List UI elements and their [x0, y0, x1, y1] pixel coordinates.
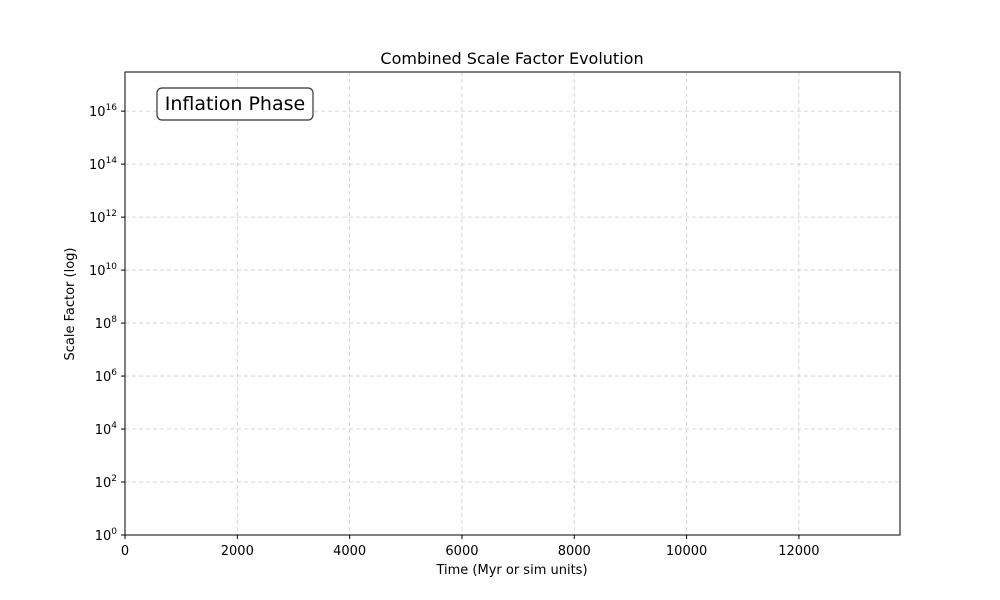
x-tick-label: 2000 [221, 544, 254, 559]
grid-lines [125, 72, 900, 535]
x-axis-label: Time (Myr or sim units) [435, 563, 587, 578]
x-tick-label: 8000 [558, 544, 591, 559]
phase-annotation: Inflation Phase [156, 87, 314, 121]
chart-title: Combined Scale Factor Evolution [380, 49, 643, 68]
x-tick-label: 12000 [778, 544, 819, 559]
x-tick-label: 6000 [445, 544, 478, 559]
x-axis: 0 2000 4000 6000 8000 10000 12000 [121, 535, 820, 559]
x-tick-label: 10000 [666, 544, 707, 559]
y-axis-label: Scale Factor (log) [63, 248, 78, 361]
phase-annotation-box [156, 87, 314, 121]
phase-annotation-text: Inflation Phase [165, 93, 305, 115]
x-tick-label: 4000 [333, 544, 366, 559]
x-tick-label: 0 [121, 544, 129, 559]
plot-frame [124, 71, 901, 536]
